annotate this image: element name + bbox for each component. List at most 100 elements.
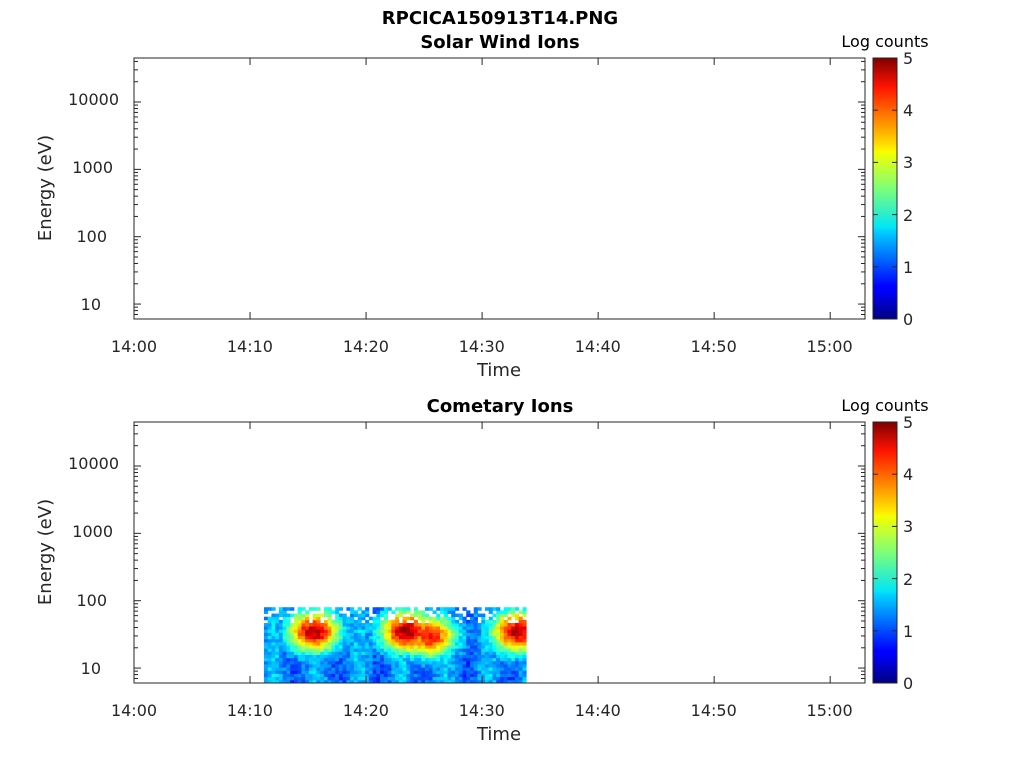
heatmap-cell	[263, 635, 269, 640]
heatmap-cell	[417, 670, 422, 674]
heatmap-cell	[297, 670, 302, 674]
heatmap-cell	[387, 670, 392, 674]
heatmap-cell	[327, 610, 332, 614]
heatmap-cell	[477, 638, 482, 643]
heatmap-cell	[357, 607, 362, 611]
heatmap-cell	[342, 648, 347, 652]
heatmap-cell	[410, 660, 415, 665]
heatmap-cell	[357, 676, 362, 681]
heatmap-cell	[320, 673, 325, 678]
heatmap-cell	[477, 651, 482, 655]
heatmap-cell	[350, 623, 355, 627]
heatmap-cell	[376, 667, 381, 671]
heatmap-cell	[361, 676, 366, 681]
heatmap-cell	[462, 641, 467, 646]
heatmap-cell	[357, 651, 362, 655]
heatmap-cell	[496, 670, 501, 674]
heatmap-cell	[488, 654, 493, 659]
heatmap-cell	[514, 667, 520, 671]
heatmap-cell	[443, 667, 448, 671]
heatmap-cell	[466, 664, 471, 668]
heatmap-cell	[469, 613, 475, 618]
heatmap-cell	[271, 626, 276, 630]
heatmap-cell	[342, 638, 347, 643]
heatmap-cell	[316, 645, 321, 649]
heatmap-cell	[293, 670, 299, 674]
heatmap-cell	[350, 676, 355, 681]
heatmap-cell	[380, 638, 385, 643]
heatmap-cell	[406, 635, 411, 640]
heatmap-cell	[492, 667, 497, 671]
heatmap-cell	[383, 626, 388, 630]
heatmap-cell	[342, 651, 347, 655]
heatmap-cell	[350, 632, 355, 637]
heatmap-cell	[402, 648, 407, 652]
heatmap-cell	[350, 629, 355, 633]
heatmap-cell	[484, 623, 490, 627]
colorbar-tick-label: 0	[903, 674, 913, 693]
heatmap-cell	[282, 607, 287, 611]
heatmap-cell	[271, 607, 276, 611]
heatmap-cell	[335, 610, 340, 614]
heatmap-cell	[320, 645, 325, 649]
heatmap-cell	[282, 648, 287, 652]
heatmap-cell	[263, 629, 269, 633]
heatmap-cell	[267, 623, 272, 627]
heatmap-cell	[391, 632, 396, 637]
x-tick-label: 14:30	[459, 337, 505, 356]
heatmap-cell	[447, 657, 452, 662]
heatmap-cell	[267, 616, 272, 621]
heatmap-cell	[320, 613, 325, 618]
heatmap-cell	[522, 651, 527, 655]
heatmap-cell	[395, 664, 400, 668]
heatmap-cell	[511, 610, 516, 614]
heatmap-cell	[481, 676, 486, 681]
heatmap-cell	[297, 607, 302, 611]
heatmap-cell	[481, 645, 486, 649]
heatmap-cell	[413, 651, 418, 655]
heatmap-cell	[320, 635, 325, 640]
heatmap-cell	[365, 651, 370, 655]
heatmap-cell	[473, 645, 478, 649]
heatmap-cell	[406, 641, 411, 646]
heatmap-cell	[469, 632, 475, 637]
heatmap-cell	[267, 670, 272, 674]
heatmap-cell	[365, 626, 370, 630]
heatmap-cell	[308, 623, 314, 627]
heatmap-cell	[398, 673, 403, 678]
heatmap-cell	[481, 654, 486, 659]
heatmap-cell	[312, 673, 317, 678]
heatmap-cell	[282, 657, 287, 662]
heatmap-cell	[447, 638, 452, 643]
heatmap-cell	[335, 667, 340, 671]
heatmap-cell	[391, 638, 396, 643]
heatmap-cell	[278, 619, 284, 624]
heatmap-cell	[484, 657, 490, 662]
heatmap-cell	[455, 645, 460, 649]
heatmap-cell	[410, 645, 415, 649]
heatmap-cell	[455, 632, 460, 637]
heatmap-cell	[331, 610, 336, 614]
heatmap-cell	[455, 657, 460, 662]
heatmap-cell	[271, 654, 276, 659]
heatmap-cell	[278, 613, 284, 618]
heatmap-cell	[488, 610, 493, 614]
heatmap-cell	[395, 616, 400, 621]
heatmap-cell	[383, 629, 388, 633]
heatmap-cell	[410, 664, 415, 668]
heatmap-cell	[492, 641, 497, 646]
heatmap-cell	[440, 616, 445, 621]
heatmap-cell	[428, 607, 433, 611]
heatmap-cell	[462, 670, 467, 674]
heatmap-cell	[440, 651, 445, 655]
heatmap-cell	[413, 638, 418, 643]
heatmap-cell	[380, 632, 385, 637]
heatmap-cell	[451, 667, 456, 671]
y-tick-label: 1000	[72, 158, 113, 177]
heatmap-cell	[357, 632, 362, 637]
heatmap-cell	[331, 648, 336, 652]
heatmap-cell	[293, 679, 299, 683]
colorbar-tick-label: 2	[903, 206, 913, 225]
heatmap-cell	[484, 670, 490, 674]
heatmap-cell	[297, 667, 302, 671]
